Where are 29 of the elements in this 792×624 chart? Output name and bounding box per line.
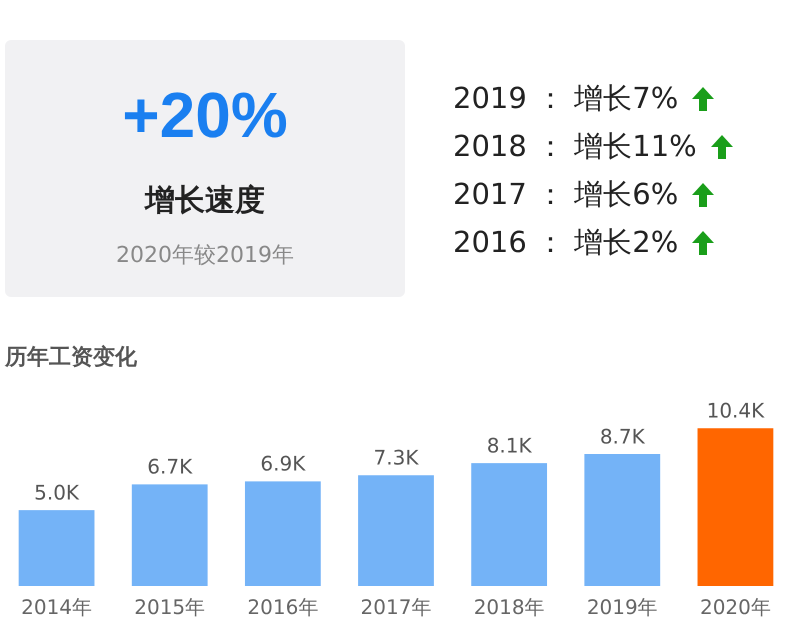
bar [358,475,434,586]
bar [18,510,94,586]
x-tick-label: 2015年 [134,595,206,620]
bar [471,463,548,586]
text: 2019 ： 增长7% [453,80,678,117]
text: 2020年较2019年 [115,242,295,270]
x-tick-label: 2014年 [21,595,92,620]
bar [132,484,208,586]
data-label: 8.7K [600,424,646,448]
data-label: 7.3K [374,445,420,470]
x-tick-label: 2017年 [360,595,432,620]
x-tick-label: 2018年 [474,595,545,620]
data-label: 10.4K [706,398,766,422]
text: 2016 ： 增长2% [453,224,678,261]
text: 2017 ： 增长6% [453,176,678,213]
chart-title: 历年工资变化 [5,344,137,372]
bar [244,481,321,586]
data-label: 8.1K [486,433,532,458]
text: 增长速度 [143,182,266,220]
data-label: 6.7K [147,454,194,479]
x-tick-label: 2020年 [700,595,771,620]
text: 2018 ： 增长11% [453,128,697,165]
bar [698,428,774,586]
x-tick-label: 2016年 [247,595,318,620]
data-label: 5.0K [34,480,80,504]
text: +20% [121,78,289,152]
bar [584,454,660,586]
x-tick-label: 2019年 [586,595,658,620]
data-label: 6.9K [260,452,306,476]
